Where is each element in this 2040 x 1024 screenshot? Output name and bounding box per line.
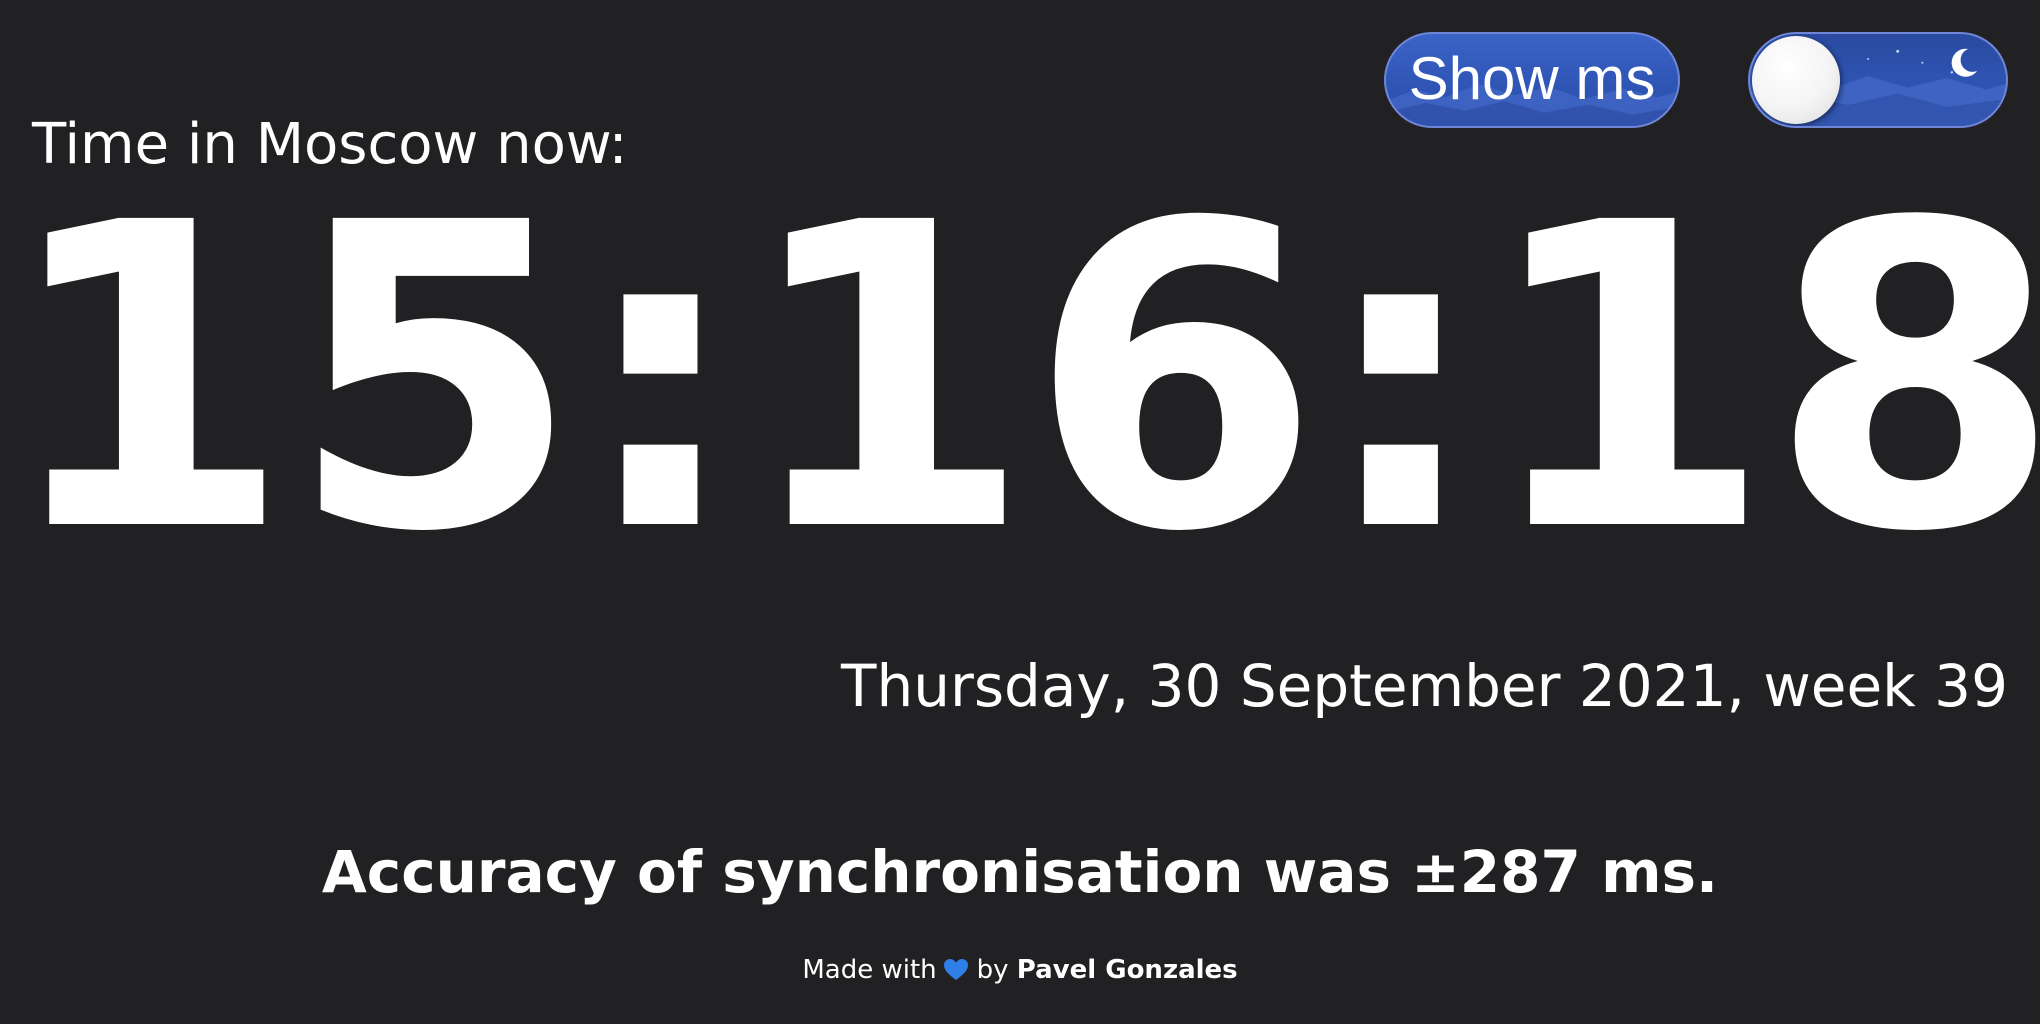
credit-by: by bbox=[976, 955, 1009, 985]
sync-accuracy-text: Accuracy of synchronisation was ±287 ms. bbox=[321, 838, 1719, 906]
show-ms-label: Show ms bbox=[1408, 44, 1656, 112]
credit-prefix: Made with bbox=[802, 955, 937, 985]
credit-line: Made with by Pavel Gonzales bbox=[0, 955, 2040, 985]
author-link[interactable]: Pavel Gonzales bbox=[1016, 955, 1238, 985]
clock-time: 15:16:18 bbox=[0, 135, 2040, 624]
mountains-decoration bbox=[1386, 83, 1678, 126]
date-line: Thursday, 30 September 2021, week 39 bbox=[841, 652, 2008, 720]
location-label: Time in Moscow now: bbox=[32, 112, 628, 177]
show-ms-button[interactable]: Show ms bbox=[1384, 32, 1680, 128]
toggle-knob[interactable] bbox=[1752, 36, 1840, 124]
theme-toggle[interactable] bbox=[1748, 32, 2008, 128]
top-controls: Show ms bbox=[1384, 32, 2008, 128]
heart-icon bbox=[943, 959, 968, 980]
moon-icon bbox=[1951, 48, 1977, 77]
